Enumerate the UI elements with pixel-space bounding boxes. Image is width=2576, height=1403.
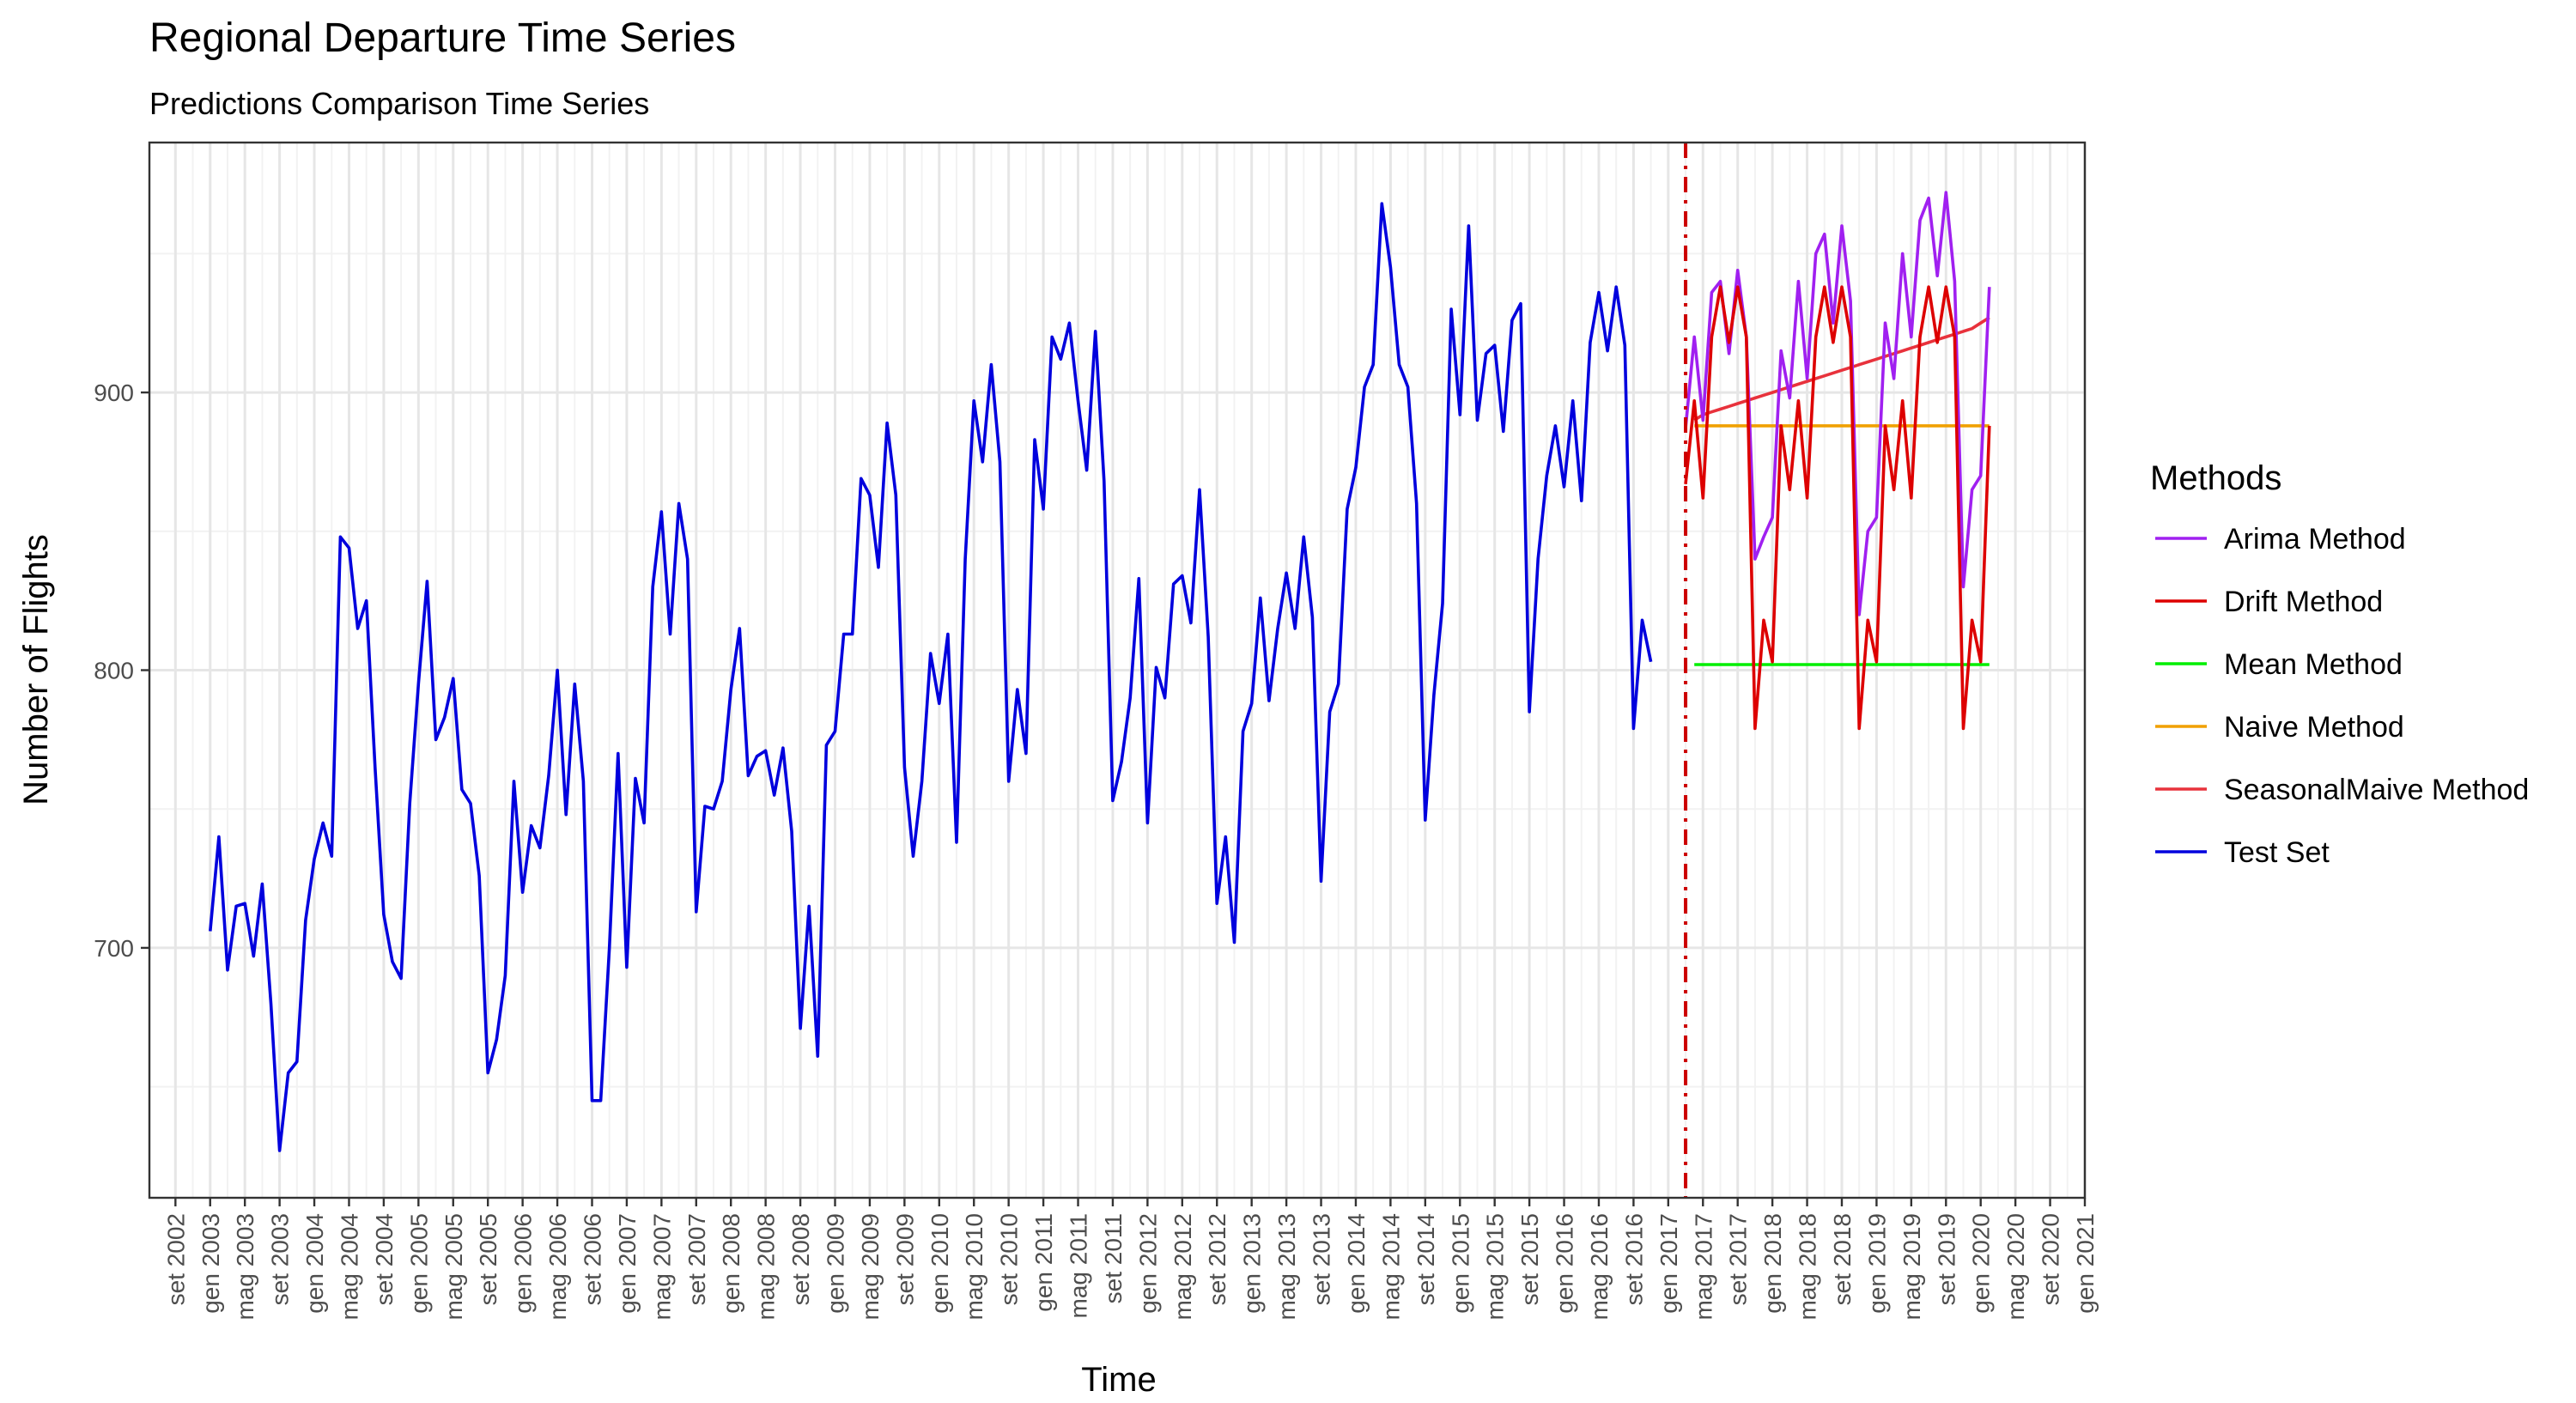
y-axis-title: Number of Flights — [17, 534, 55, 805]
x-tick-label: gen 2008 — [718, 1213, 744, 1314]
x-tick-label: set 2009 — [891, 1213, 918, 1305]
x-axis-title: Time — [1081, 1361, 1156, 1399]
x-tick-label: set 2005 — [475, 1213, 501, 1305]
x-tick-label: set 2013 — [1309, 1213, 1335, 1305]
x-tick-label: set 2014 — [1413, 1213, 1439, 1305]
x-tick-label: mag 2015 — [1482, 1213, 1509, 1321]
x-tick-label: set 2007 — [683, 1213, 710, 1305]
plot-panel — [148, 141, 2087, 1200]
y-tick-label: 800 — [94, 658, 134, 684]
legend-entry: Mean Method — [2224, 648, 2403, 681]
x-tick-label: mag 2008 — [753, 1213, 780, 1321]
x-tick-label: mag 2016 — [1586, 1213, 1613, 1321]
x-tick-label: set 2010 — [996, 1213, 1023, 1305]
x-tick-label: set 2018 — [1829, 1213, 1856, 1305]
x-tick-label: mag 2019 — [1899, 1213, 1925, 1321]
x-tick-label: mag 2017 — [1690, 1213, 1716, 1321]
x-tick-label: gen 2018 — [1759, 1213, 1786, 1314]
x-tick-label: gen 2016 — [1552, 1213, 1578, 1314]
x-tick-label: set 2016 — [1620, 1213, 1647, 1305]
x-tick-label: mag 2018 — [1795, 1213, 1821, 1321]
x-tick-label: mag 2006 — [544, 1213, 571, 1321]
x-tick-label: gen 2020 — [1968, 1213, 1995, 1314]
legend-entry: Naive Method — [2224, 711, 2404, 744]
legend-entry: Test Set — [2224, 836, 2330, 869]
x-tick-label: set 2002 — [162, 1213, 189, 1305]
x-tick-label: mag 2004 — [337, 1213, 363, 1321]
x-tick-label: mag 2014 — [1377, 1213, 1404, 1321]
x-tick-label: set 2017 — [1725, 1213, 1752, 1305]
x-tick-label: gen 2019 — [1863, 1213, 1890, 1314]
legend-entry: SeasonalMaive Method — [2224, 774, 2529, 806]
x-tick-label: mag 2010 — [961, 1213, 987, 1321]
chart-subtitle: Predictions Comparison Time Series — [149, 86, 649, 121]
x-tick-label: gen 2007 — [614, 1213, 641, 1314]
x-tick-label: mag 2013 — [1273, 1213, 1300, 1321]
legend: Methods Arima Method Drift Method Mean Met… — [2150, 459, 2529, 869]
series-line-drift-method — [1684, 285, 1991, 731]
x-tick-label: set 2012 — [1204, 1213, 1230, 1305]
y-tick-label: 900 — [94, 380, 134, 406]
series-line-test-set — [209, 202, 1653, 1152]
x-tick-label: gen 2009 — [823, 1213, 849, 1314]
y-tick-label: 700 — [94, 935, 134, 962]
x-axis: set 2002 gen 2003 mag 2003 set 2003 gen 2004… — [162, 1198, 2099, 1321]
legend-entry: Drift Method — [2224, 586, 2383, 618]
x-tick-label: set 2015 — [1516, 1213, 1543, 1305]
x-tick-label: gen 2013 — [1239, 1213, 1266, 1314]
x-tick-label: set 2008 — [787, 1213, 814, 1305]
legend-title: Methods — [2150, 459, 2281, 497]
x-tick-label: gen 2017 — [1656, 1213, 1682, 1314]
x-tick-label: mag 2020 — [2002, 1213, 2029, 1321]
x-tick-label: gen 2010 — [927, 1213, 953, 1314]
series-line-arima-method — [1684, 191, 1991, 616]
series-line-seasonalmaive-method — [1693, 316, 1990, 422]
x-tick-label: set 2004 — [371, 1213, 398, 1305]
x-tick-label: gen 2015 — [1447, 1213, 1473, 1314]
chart-title: Regional Departure Time Series — [149, 15, 736, 61]
legend-entry: Arima Method — [2224, 523, 2406, 556]
y-axis: 700 800 900 — [94, 380, 149, 962]
x-tick-label: gen 2021 — [2072, 1213, 2099, 1314]
x-tick-label: gen 2004 — [301, 1213, 328, 1314]
x-tick-label: mag 2012 — [1170, 1213, 1196, 1321]
x-tick-label: mag 2011 — [1066, 1213, 1092, 1318]
x-tick-label: gen 2005 — [405, 1213, 432, 1314]
x-tick-label: mag 2007 — [648, 1213, 675, 1321]
x-tick-label: gen 2011 — [1030, 1213, 1057, 1312]
x-tick-label: gen 2003 — [197, 1213, 224, 1314]
x-tick-label: set 2006 — [580, 1213, 606, 1305]
x-tick-label: set 2020 — [2038, 1213, 2064, 1305]
x-tick-label: mag 2009 — [857, 1213, 884, 1321]
x-tick-label: gen 2012 — [1134, 1213, 1161, 1314]
x-tick-label: set 2003 — [267, 1213, 294, 1305]
x-tick-label: mag 2003 — [232, 1213, 258, 1321]
x-tick-label: set 2011 — [1100, 1213, 1127, 1303]
x-tick-label: mag 2005 — [440, 1213, 467, 1321]
x-tick-label: gen 2006 — [510, 1213, 537, 1314]
x-tick-label: set 2019 — [1933, 1213, 1959, 1305]
x-tick-label: gen 2014 — [1343, 1213, 1370, 1314]
